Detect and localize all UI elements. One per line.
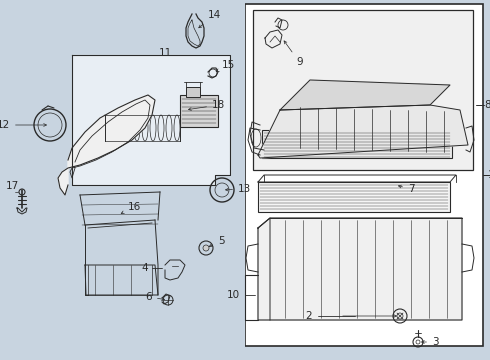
- Text: 14: 14: [199, 10, 221, 28]
- Bar: [258, 182, 450, 212]
- Bar: [186, 87, 200, 97]
- Bar: [405, 83, 419, 95]
- Bar: [380, 83, 394, 95]
- Bar: [253, 10, 473, 170]
- Text: 6: 6: [146, 292, 165, 302]
- Polygon shape: [258, 105, 468, 158]
- Text: 10: 10: [227, 290, 240, 300]
- Circle shape: [203, 245, 209, 251]
- Text: 12: 12: [0, 120, 47, 130]
- Text: 3: 3: [421, 337, 439, 347]
- Bar: [0, 0, 245, 360]
- Text: 5: 5: [209, 236, 224, 247]
- Text: 7: 7: [398, 184, 415, 194]
- Text: 17: 17: [6, 181, 19, 191]
- Text: 2: 2: [305, 311, 312, 321]
- Text: 15: 15: [216, 60, 235, 71]
- Bar: [180, 95, 218, 127]
- Bar: [355, 83, 369, 95]
- Text: 9: 9: [284, 41, 303, 67]
- Text: 8: 8: [484, 100, 490, 110]
- Text: 1: 1: [488, 170, 490, 180]
- Bar: [262, 130, 452, 158]
- Text: 18: 18: [189, 100, 225, 111]
- Bar: [245, 4, 483, 346]
- Text: 16: 16: [121, 202, 141, 213]
- Polygon shape: [72, 55, 230, 185]
- Bar: [330, 83, 344, 95]
- Polygon shape: [58, 95, 155, 195]
- Text: 4: 4: [142, 263, 148, 273]
- Polygon shape: [280, 80, 450, 110]
- Text: 11: 11: [158, 48, 172, 58]
- Polygon shape: [258, 218, 462, 320]
- Text: 13: 13: [225, 184, 251, 194]
